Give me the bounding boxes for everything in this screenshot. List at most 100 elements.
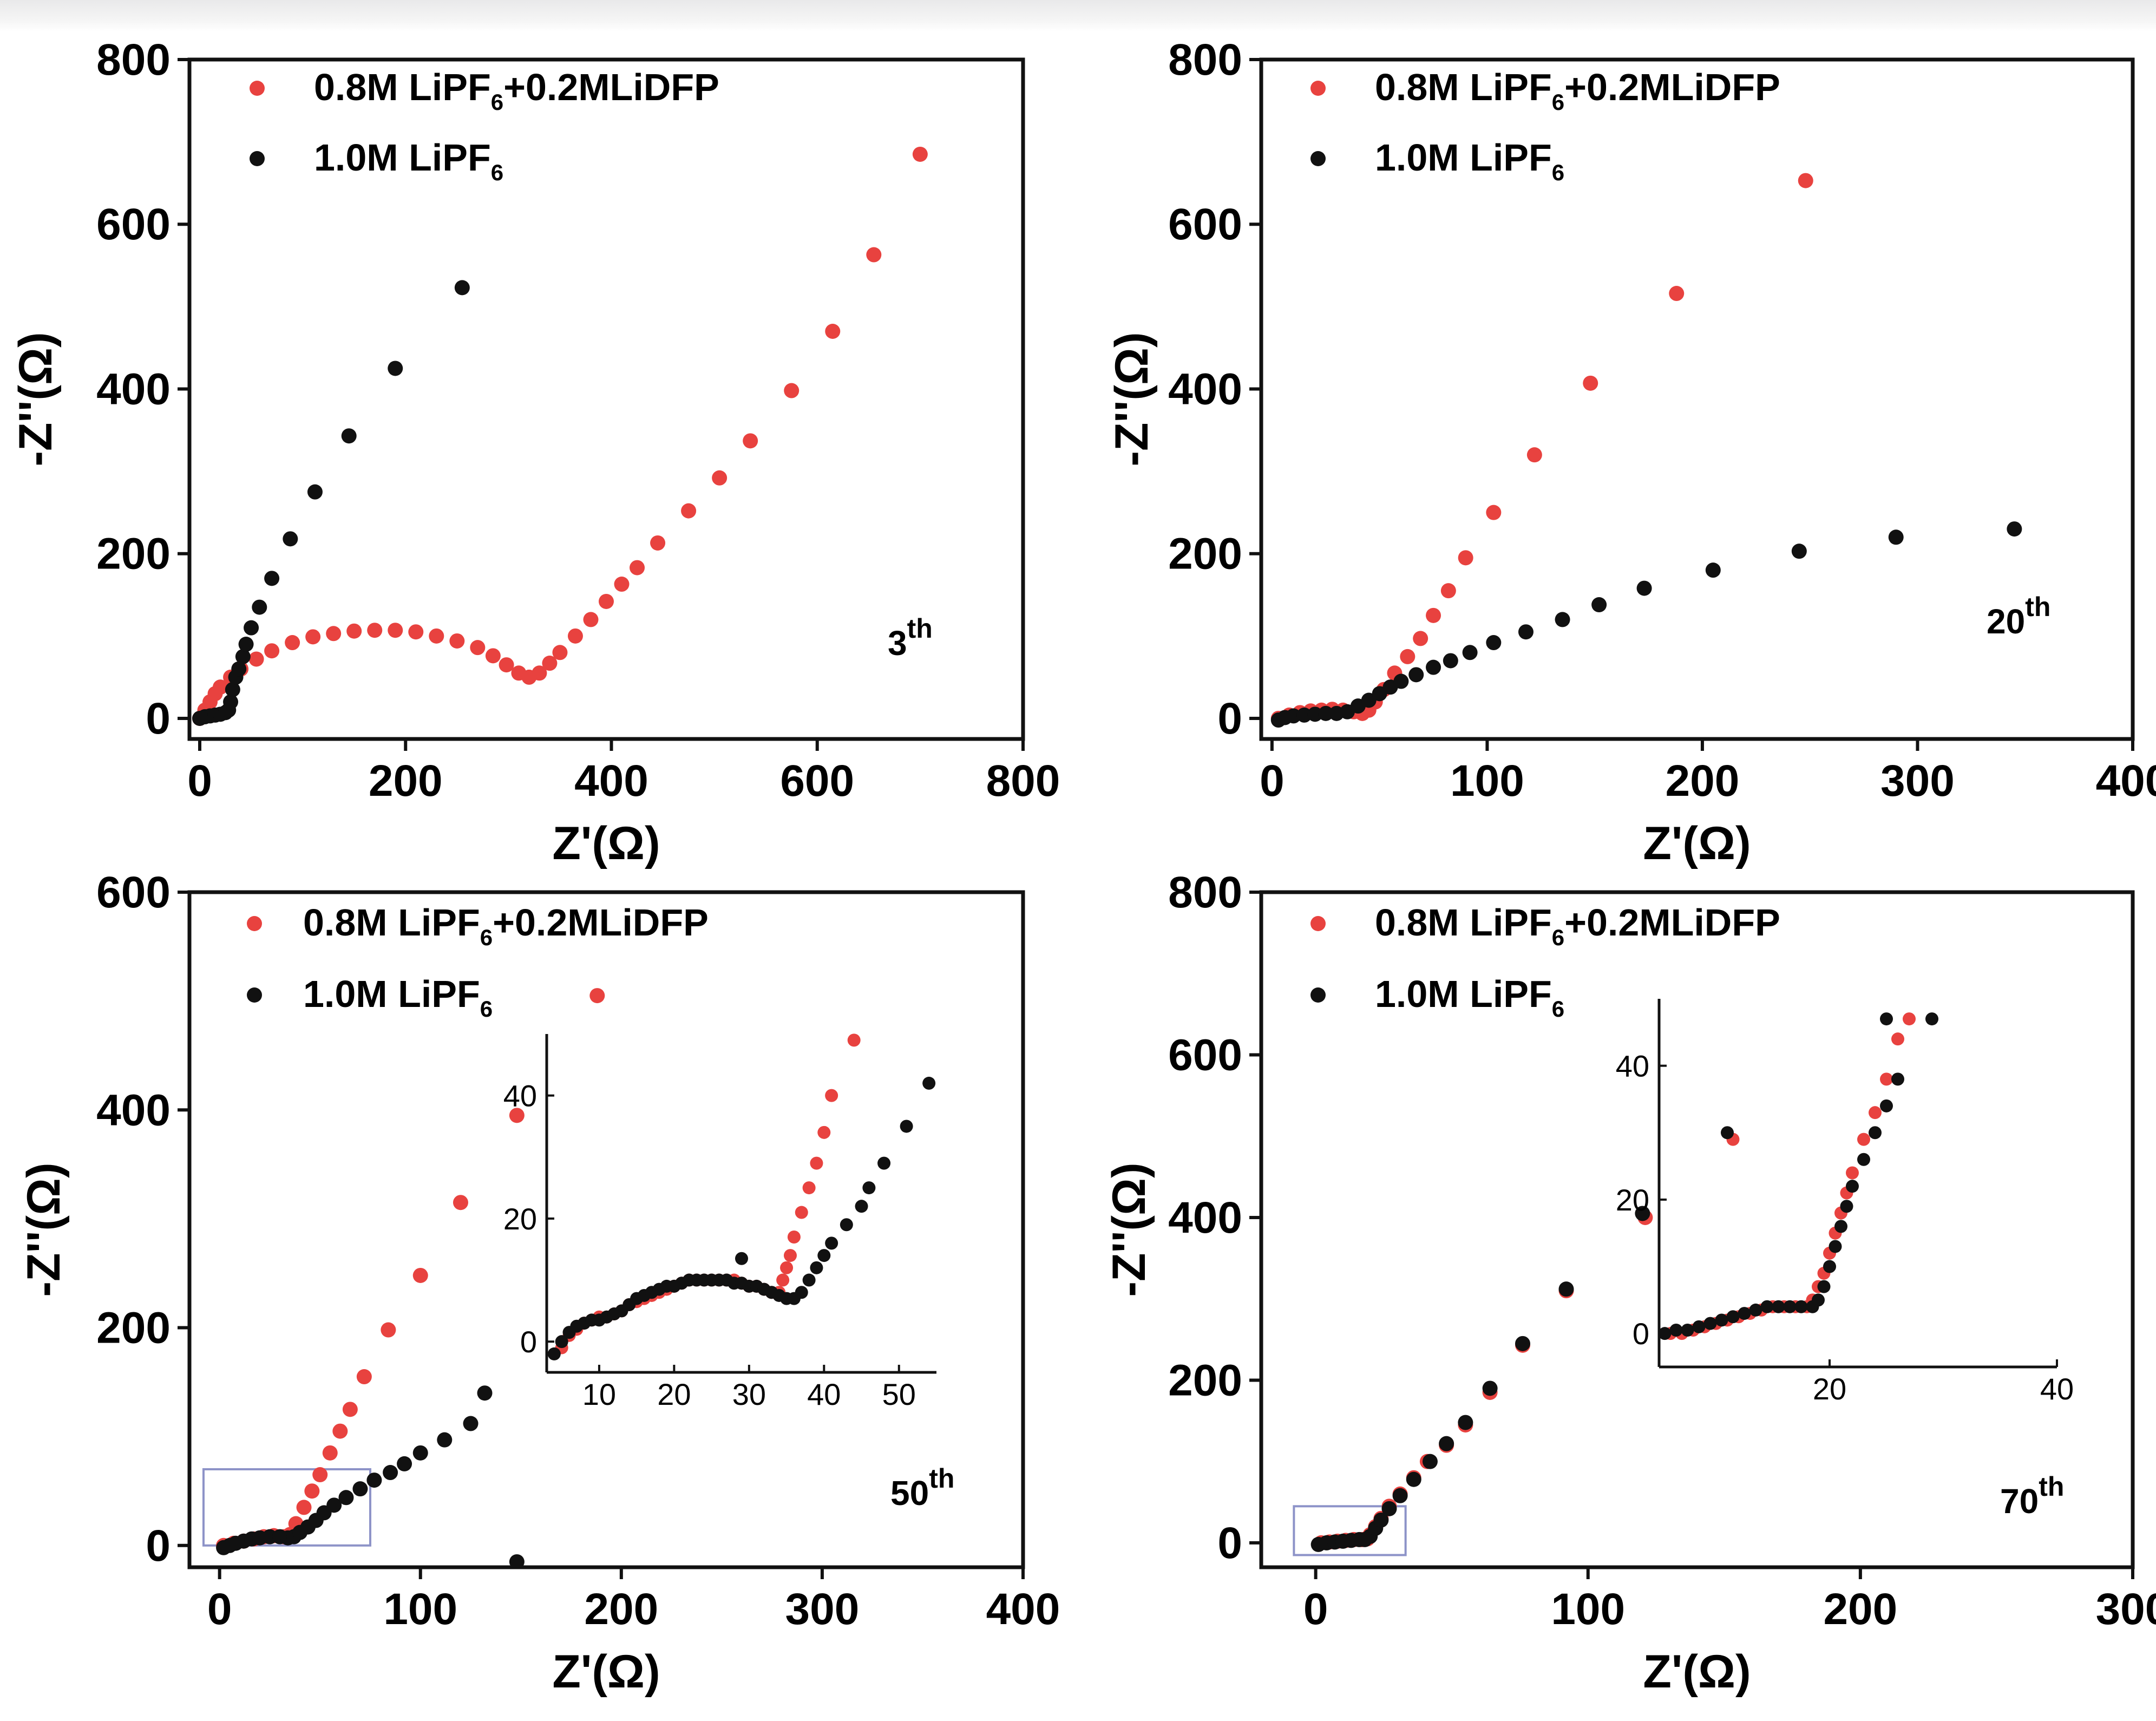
legend-entry: 0.8M LiPF6+0.2MLiDFP	[303, 901, 709, 950]
data-point	[1635, 1206, 1650, 1221]
data-point	[825, 324, 841, 339]
data-point	[1486, 505, 1502, 520]
legend-text-tail: +0.2MLiDFP	[493, 901, 709, 944]
inset-data-point	[802, 1181, 816, 1195]
x-axis-title: Z'(Ω)	[552, 1646, 660, 1698]
cycle-suffix: th	[2025, 592, 2050, 622]
inset-data-point	[922, 1076, 936, 1090]
inset-data-point	[780, 1261, 794, 1274]
legend-text: 1.0M LiPF	[1375, 973, 1552, 1015]
inset-chart: 20 40 0 20 40	[1616, 999, 2074, 1406]
data-point	[614, 577, 630, 592]
data-point	[630, 560, 645, 575]
inset-data-point	[1681, 1324, 1694, 1337]
data-point	[1888, 529, 1904, 545]
y-tick-label: 0	[146, 694, 171, 743]
x-axis-title: Z'(Ω)	[1643, 1646, 1751, 1698]
inset-data-point	[810, 1156, 823, 1170]
inset-data-point	[1846, 1166, 1859, 1180]
data-point	[437, 1432, 453, 1448]
data-point	[509, 1554, 525, 1567]
data-point	[285, 635, 300, 651]
legend-entry: 1.0M LiPF6	[1375, 136, 1564, 185]
inset-data-point	[1857, 1133, 1870, 1146]
legend-entry: 1.0M LiPF6	[314, 136, 503, 185]
inset-x-tick-label: 20	[657, 1377, 691, 1411]
y-axis-title: -Z''(Ω)	[18, 1162, 70, 1297]
legend-text: 1.0M LiPF	[1375, 136, 1552, 179]
x-tick-label: 0	[1303, 1585, 1328, 1634]
inset-y-tick-label: 40	[1616, 1049, 1649, 1083]
legend-subscript: 6	[1552, 996, 1564, 1022]
legend-subscript: 6	[1552, 925, 1564, 950]
data-point	[743, 433, 758, 449]
data-points	[192, 146, 928, 726]
y-tick-label: 600	[96, 200, 171, 249]
inset-x-tick-label: 10	[582, 1377, 616, 1411]
data-point	[1422, 1454, 1438, 1469]
legend-text: 1.0M LiPF	[303, 973, 480, 1015]
data-point	[366, 1473, 382, 1488]
plot-frame	[187, 890, 1025, 1569]
cycle-number: 3	[888, 624, 907, 663]
inset-data-point	[1812, 1293, 1825, 1307]
data-point	[326, 1497, 342, 1513]
inset-data-point	[862, 1181, 876, 1195]
data-point	[567, 628, 583, 644]
inset-data-point	[877, 1156, 891, 1170]
zoom-region-box	[202, 1468, 371, 1547]
inset-data-point	[1658, 1327, 1672, 1340]
legend-marker	[247, 916, 262, 931]
data-point	[1591, 597, 1607, 613]
data-point	[542, 656, 558, 671]
data-point	[454, 280, 470, 296]
x-tick-label: 200	[1823, 1585, 1897, 1634]
inset-data-point	[1891, 1072, 1904, 1086]
data-point	[1458, 1415, 1473, 1430]
data-point	[712, 470, 728, 486]
legend-text: 1.0M LiPF	[314, 136, 491, 179]
data-point	[1393, 673, 1409, 689]
inset-data-point	[1840, 1200, 1853, 1213]
data-point	[408, 624, 424, 640]
inset-x-tick-label: 50	[882, 1377, 916, 1411]
y-tick-label: 600	[1168, 200, 1242, 249]
inset-data-point	[825, 1089, 838, 1102]
y-tick-label: 0	[146, 1521, 171, 1571]
data-point	[346, 623, 362, 639]
chart-panel-p20: 0 100 200 300 400 0 200 400 600 800 Z'(Ω) -Z''(Ω) 0.…	[1106, 35, 2156, 869]
data-point	[477, 1385, 493, 1401]
y-tick-label: 600	[96, 868, 171, 917]
inset-data-point	[735, 1252, 748, 1265]
data-point	[866, 247, 882, 263]
data-point	[552, 645, 568, 660]
data-point	[1555, 612, 1570, 627]
inset-data-point	[1783, 1300, 1797, 1313]
x-tick-label: 600	[780, 756, 854, 806]
inset-data-point	[795, 1206, 808, 1219]
inset-data-point	[900, 1120, 913, 1133]
data-point	[235, 649, 251, 664]
data-point	[264, 643, 280, 659]
inset-data-point	[1834, 1220, 1847, 1233]
y-tick-label: 800	[1168, 35, 1242, 84]
inset-data-point	[1869, 1106, 1882, 1120]
window-top-bar	[0, 0, 2156, 31]
cycle-number: 50	[890, 1474, 929, 1513]
legend-entry: 0.8M LiPF6+0.2MLiDFP	[1375, 901, 1780, 950]
chart-panel-p50: 0 100 200 300 4000200400600Z'(Ω)-Z''(Ω)0.8M …	[18, 868, 1060, 1698]
legend-marker	[1310, 916, 1326, 931]
inset-x-tick-label: 30	[732, 1377, 766, 1411]
data-point	[650, 535, 666, 551]
data-point	[326, 626, 342, 642]
legend-entry: 0.8M LiPF6+0.2MLiDFP	[1375, 66, 1780, 115]
data-point	[213, 679, 228, 695]
inset-data-point	[1794, 1300, 1808, 1313]
legend-text: 0.8M LiPF	[1375, 66, 1552, 108]
zoom-region-box	[1293, 1505, 1407, 1556]
inset-x-tick-label: 40	[2040, 1372, 2074, 1406]
data-point	[264, 571, 280, 586]
inset-data-point	[817, 1125, 831, 1139]
data-point	[388, 623, 403, 638]
cycle-label: 50th	[890, 1463, 954, 1513]
